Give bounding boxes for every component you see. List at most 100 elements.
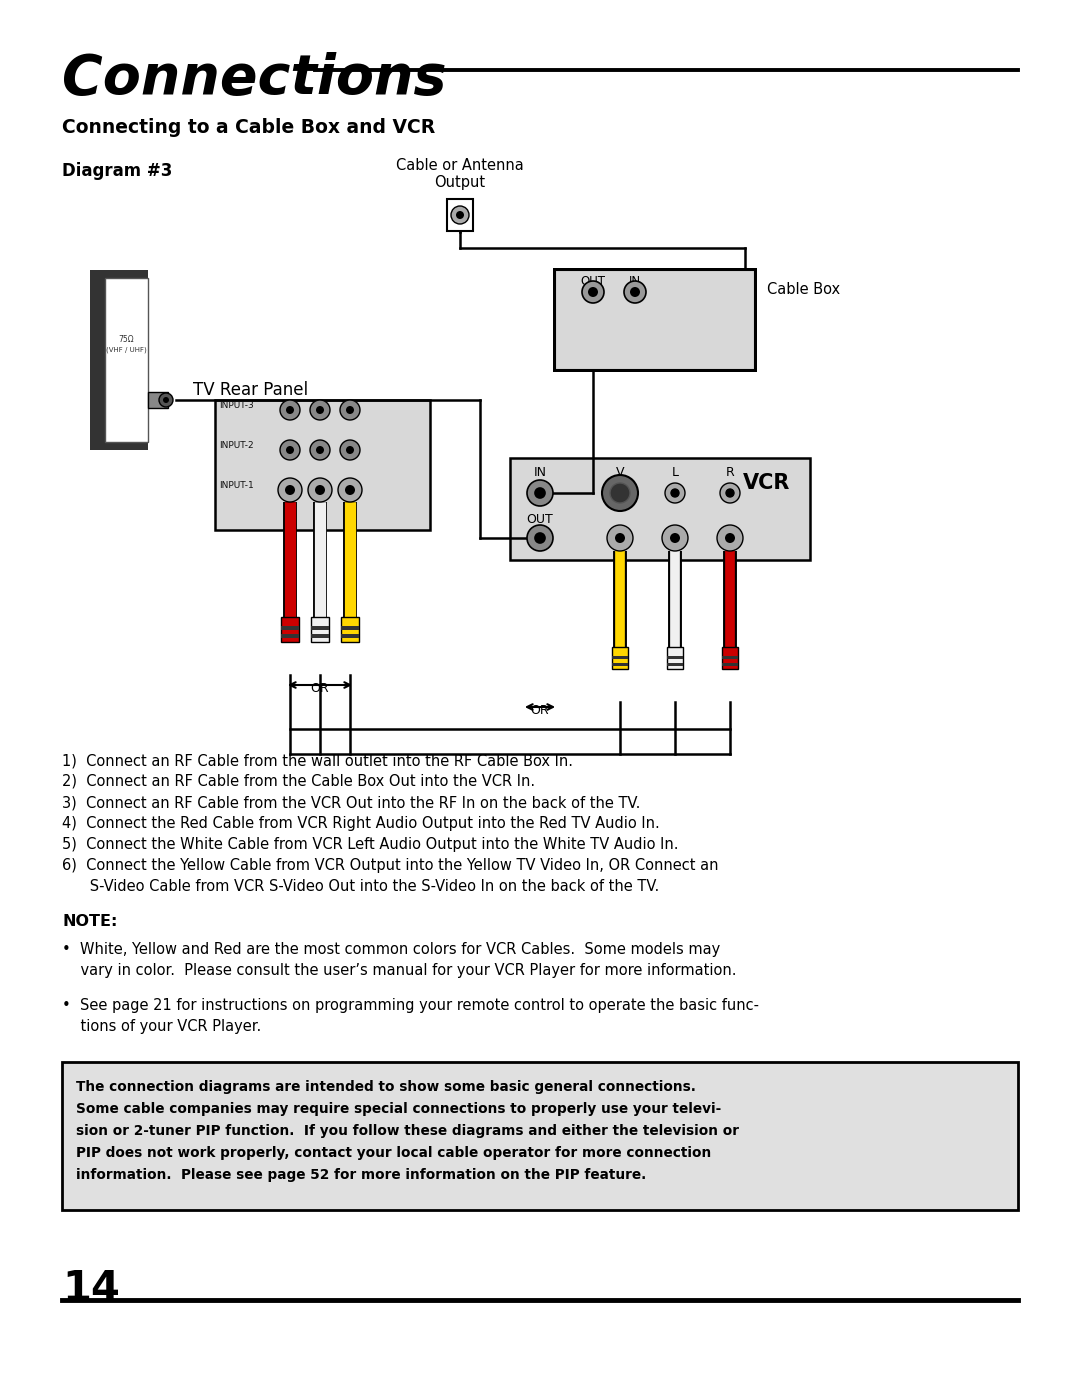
Text: R: R <box>726 467 734 479</box>
Bar <box>281 634 299 638</box>
Circle shape <box>671 489 679 497</box>
Circle shape <box>316 446 324 454</box>
Circle shape <box>286 407 294 414</box>
Circle shape <box>163 397 168 402</box>
Circle shape <box>662 525 688 550</box>
Circle shape <box>346 446 354 454</box>
Text: OR: OR <box>311 682 329 694</box>
Bar <box>311 634 329 638</box>
Bar <box>311 626 329 630</box>
Text: Cable Box: Cable Box <box>767 282 840 298</box>
Bar <box>612 664 627 666</box>
Circle shape <box>456 211 464 219</box>
Circle shape <box>588 286 598 298</box>
Circle shape <box>159 393 173 407</box>
Bar <box>612 657 627 659</box>
Circle shape <box>451 205 469 224</box>
Bar <box>148 393 168 408</box>
Text: OUT: OUT <box>527 513 553 527</box>
Text: Some cable companies may require special connections to properly use your televi: Some cable companies may require special… <box>76 1102 721 1116</box>
Circle shape <box>346 486 354 495</box>
Text: OR: OR <box>530 704 550 717</box>
Bar <box>62 1062 1018 1210</box>
Text: Connecting to a Cable Box and VCR: Connecting to a Cable Box and VCR <box>62 117 435 137</box>
Bar <box>105 278 148 441</box>
Text: The connection diagrams are intended to show some basic general connections.: The connection diagrams are intended to … <box>76 1080 696 1094</box>
Text: NOTE:: NOTE: <box>62 914 118 929</box>
Circle shape <box>286 486 294 495</box>
Circle shape <box>527 481 553 506</box>
Circle shape <box>316 486 324 495</box>
Circle shape <box>624 281 646 303</box>
Text: tions of your VCR Player.: tions of your VCR Player. <box>62 1018 261 1034</box>
Bar <box>723 664 738 666</box>
Circle shape <box>315 485 325 495</box>
Text: information.  Please see page 52 for more information on the PIP feature.: information. Please see page 52 for more… <box>76 1168 646 1182</box>
Text: S-Video Cable from VCR S-Video Out into the S-Video In on the back of the TV.: S-Video Cable from VCR S-Video Out into … <box>62 879 659 894</box>
Bar <box>281 617 299 643</box>
Text: vary in color.  Please consult the user’s manual for your VCR Player for more in: vary in color. Please consult the user’s… <box>62 963 737 978</box>
Circle shape <box>316 407 324 414</box>
Text: IN: IN <box>629 275 642 288</box>
Circle shape <box>726 489 734 497</box>
Text: Cable or Antenna: Cable or Antenna <box>396 158 524 173</box>
Circle shape <box>280 400 300 420</box>
Text: 75Ω: 75Ω <box>119 335 134 345</box>
Circle shape <box>670 534 680 543</box>
Bar <box>510 458 810 560</box>
Circle shape <box>308 478 332 502</box>
Circle shape <box>607 525 633 550</box>
Bar <box>215 400 430 529</box>
Circle shape <box>615 534 625 543</box>
Bar <box>667 647 683 669</box>
Circle shape <box>280 440 300 460</box>
Bar <box>667 657 683 659</box>
Circle shape <box>665 483 685 503</box>
Circle shape <box>630 286 640 298</box>
Text: 1)  Connect an RF Cable from the wall outlet into the RF Cable Box In.: 1) Connect an RF Cable from the wall out… <box>62 753 573 768</box>
Text: V: V <box>616 467 624 479</box>
Circle shape <box>535 488 545 497</box>
Circle shape <box>346 407 354 414</box>
Text: TV Rear Panel: TV Rear Panel <box>193 381 308 400</box>
Circle shape <box>286 446 294 454</box>
Bar <box>90 270 148 450</box>
Circle shape <box>310 400 330 420</box>
Text: 3)  Connect an RF Cable from the VCR Out into the RF In on the back of the TV.: 3) Connect an RF Cable from the VCR Out … <box>62 795 640 810</box>
Circle shape <box>610 483 630 503</box>
Bar <box>341 626 359 630</box>
Text: INPUT-3: INPUT-3 <box>219 401 254 409</box>
Circle shape <box>345 485 355 495</box>
Text: Output: Output <box>434 175 486 190</box>
Bar <box>612 647 627 669</box>
Circle shape <box>720 483 740 503</box>
Text: 2)  Connect an RF Cable from the Cable Box Out into the VCR In.: 2) Connect an RF Cable from the Cable Bo… <box>62 774 535 789</box>
Text: (VHF / UHF): (VHF / UHF) <box>106 346 147 353</box>
Text: •  See page 21 for instructions on programming your remote control to operate th: • See page 21 for instructions on progra… <box>62 997 759 1013</box>
Text: 6)  Connect the Yellow Cable from VCR Output into the Yellow TV Video In, OR Con: 6) Connect the Yellow Cable from VCR Out… <box>62 858 718 873</box>
Bar <box>341 634 359 638</box>
Text: 4)  Connect the Red Cable from VCR Right Audio Output into the Red TV Audio In.: 4) Connect the Red Cable from VCR Right … <box>62 816 660 831</box>
Circle shape <box>280 481 300 500</box>
Text: INPUT-1: INPUT-1 <box>219 481 254 489</box>
Bar <box>553 268 757 372</box>
Circle shape <box>340 400 360 420</box>
Circle shape <box>602 475 638 511</box>
Circle shape <box>535 534 545 543</box>
Bar <box>311 617 329 643</box>
Circle shape <box>340 440 360 460</box>
Text: sion or 2-tuner PIP function.  If you follow these diagrams and either the telev: sion or 2-tuner PIP function. If you fol… <box>76 1125 739 1139</box>
Text: 5)  Connect the White Cable from VCR Left Audio Output into the White TV Audio I: 5) Connect the White Cable from VCR Left… <box>62 837 678 852</box>
Bar <box>723 647 738 669</box>
Circle shape <box>285 485 295 495</box>
Bar <box>667 664 683 666</box>
Text: OUT: OUT <box>581 275 606 288</box>
Circle shape <box>725 534 735 543</box>
Circle shape <box>310 440 330 460</box>
Text: L: L <box>672 467 678 479</box>
Text: PIP does not work properly, contact your local cable operator for more connectio: PIP does not work properly, contact your… <box>76 1146 712 1160</box>
Text: Connections: Connections <box>62 52 446 106</box>
Text: VCR: VCR <box>743 474 789 493</box>
Text: 14: 14 <box>62 1268 120 1310</box>
Circle shape <box>310 481 330 500</box>
